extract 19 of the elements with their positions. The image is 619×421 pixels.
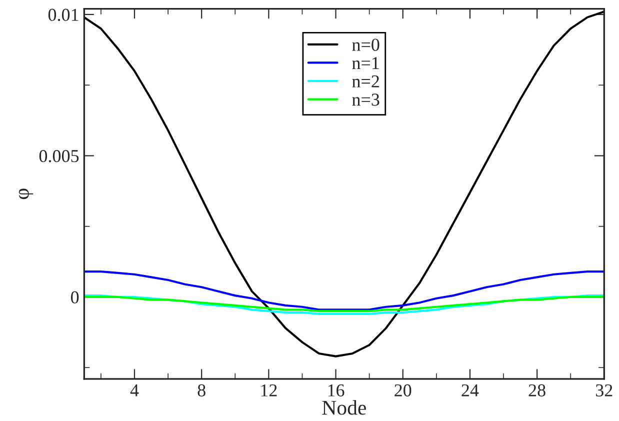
- y-tick-label: 0: [70, 291, 79, 304]
- x-tick-label: 8: [198, 384, 206, 396]
- x-axis-title: Node: [322, 400, 366, 415]
- x-tick-label: 24: [462, 384, 479, 396]
- y-tick-label: 0.01: [48, 8, 78, 22]
- x-tick-label: 4: [130, 384, 139, 396]
- y-tick-label: 0.005: [39, 150, 79, 162]
- line-series: [84, 270, 604, 311]
- x-tick-label: 20: [394, 384, 412, 396]
- y-axis-title: φ: [18, 188, 34, 200]
- legend-label: n=0: [352, 38, 380, 51]
- x-tick-label: 12: [261, 384, 277, 396]
- legend-label: n=3: [352, 94, 380, 106]
- x-tick-label: 16: [328, 384, 344, 396]
- x-tick-label: 28: [528, 384, 546, 396]
- legend-label: n=1: [352, 57, 379, 70]
- x-tick-label: 32: [596, 384, 612, 396]
- legend-label: n=2: [352, 75, 379, 88]
- line-series: [84, 10, 604, 358]
